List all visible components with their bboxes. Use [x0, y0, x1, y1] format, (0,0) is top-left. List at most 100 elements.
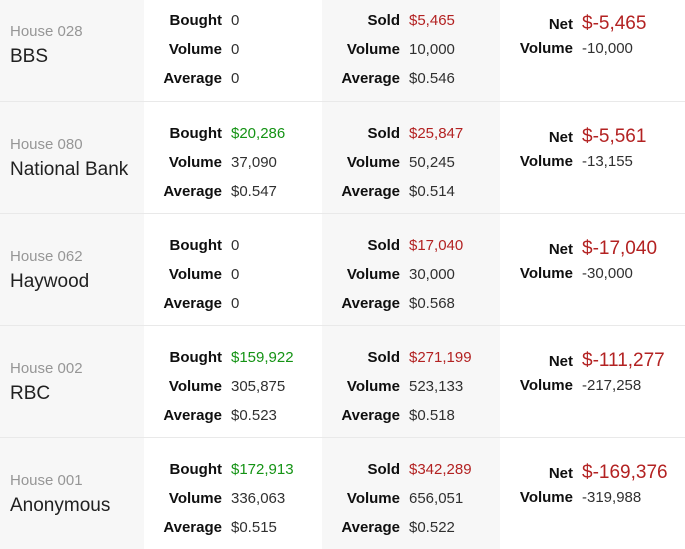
house-cell: House 028 BBS: [0, 0, 144, 101]
house-id: House 028: [10, 23, 83, 40]
sold-volume: 30,000: [409, 266, 455, 283]
sold-volume: 10,000: [409, 41, 455, 58]
sold-amount: $5,465: [409, 12, 455, 29]
bought-label: Bought: [169, 12, 222, 29]
bought-cell: Bought 0 Volume 0 Average 0: [144, 214, 322, 325]
bought-amount: $159,922: [231, 349, 294, 366]
net-volume: -10,000: [582, 40, 633, 57]
table-row: House 080 National Bank Bought $20,286 Vo…: [0, 101, 685, 213]
house-cell: House 080 National Bank: [0, 102, 144, 213]
bought-label: Bought: [169, 349, 222, 366]
average-label: Average: [163, 407, 222, 424]
sold-average: $0.514: [409, 183, 455, 200]
bought-amount: 0: [231, 12, 240, 29]
sold-volume: 50,245: [409, 154, 455, 171]
volume-label: Volume: [168, 266, 222, 283]
bought-average: 0: [231, 70, 240, 87]
net-amount: $-169,376: [582, 462, 668, 483]
bought-amount: $20,286: [231, 125, 286, 142]
house-id: House 002: [10, 360, 83, 377]
net-amount: $-5,561: [582, 126, 647, 147]
average-label: Average: [163, 183, 222, 200]
volume-label: Volume: [346, 490, 400, 507]
sold-average: $0.568: [409, 295, 455, 312]
sold-amount: $271,199: [409, 349, 472, 366]
volume-label: Volume: [519, 489, 573, 506]
sold-amount: $25,847: [409, 125, 464, 142]
net-label: Net: [548, 16, 573, 33]
net-amount: $-17,040: [582, 238, 658, 259]
bought-cell: Bought 0 Volume 0 Average 0: [144, 0, 322, 101]
house-name: Anonymous: [10, 495, 111, 516]
volume-label: Volume: [168, 378, 222, 395]
house-cell: House 002 RBC: [0, 326, 144, 437]
bought-cell: Bought $20,286 Volume 37,090 Average $0.547: [144, 102, 322, 213]
net-volume: -217,258: [582, 377, 642, 394]
house-name: National Bank: [10, 159, 129, 180]
sold-cell: Sold $25,847 Volume 50,245 Average $0.514: [322, 102, 500, 213]
house-id: House 001: [10, 472, 83, 489]
sold-label: Sold: [367, 12, 401, 29]
net-cell: Net $-111,277 Volume -217,258: [500, 326, 685, 437]
average-label: Average: [341, 70, 400, 87]
sold-cell: Sold $342,289 Volume 656,051 Average $0.522: [322, 438, 500, 549]
table-row: House 062 Haywood Bought 0 Volume 0 Averag…: [0, 213, 685, 325]
sold-average: $0.518: [409, 407, 455, 424]
average-label: Average: [163, 295, 222, 312]
volume-label: Volume: [519, 40, 573, 57]
bought-volume: 37,090: [231, 154, 277, 171]
bought-volume: 305,875: [231, 378, 286, 395]
house-id: House 080: [10, 136, 83, 153]
house-name: Haywood: [10, 271, 90, 292]
table-row: House 001 Anonymous Bought $172,913 Volum…: [0, 437, 685, 549]
average-label: Average: [163, 70, 222, 87]
table-row: House 028 BBS Bought 0 Volume 0 Average 0 S…: [0, 0, 685, 101]
average-label: Average: [341, 295, 400, 312]
house-name: BBS: [10, 46, 49, 67]
net-cell: Net $-5,465 Volume -10,000: [500, 0, 685, 101]
sold-volume: 656,051: [409, 490, 464, 507]
volume-label: Volume: [346, 154, 400, 171]
net-volume: -319,988: [582, 489, 642, 506]
table-row: House 002 RBC Bought $159,922 Volume 305,8…: [0, 325, 685, 437]
bought-volume: 336,063: [231, 490, 286, 507]
sold-label: Sold: [367, 125, 401, 142]
sold-amount: $342,289: [409, 461, 472, 478]
volume-label: Volume: [168, 154, 222, 171]
bought-label: Bought: [169, 461, 222, 478]
sold-label: Sold: [367, 237, 401, 254]
bought-average: $0.547: [231, 183, 277, 200]
volume-label: Volume: [519, 153, 573, 170]
average-label: Average: [341, 519, 400, 536]
net-cell: Net $-169,376 Volume -319,988: [500, 438, 685, 549]
sold-cell: Sold $17,040 Volume 30,000 Average $0.568: [322, 214, 500, 325]
volume-label: Volume: [346, 41, 400, 58]
net-volume: -30,000: [582, 265, 633, 282]
bought-label: Bought: [169, 237, 222, 254]
bought-average: $0.515: [231, 519, 277, 536]
net-amount: $-5,465: [582, 13, 647, 34]
average-label: Average: [341, 183, 400, 200]
sold-cell: Sold $5,465 Volume 10,000 Average $0.546: [322, 0, 500, 101]
sold-cell: Sold $271,199 Volume 523,133 Average $0.518: [322, 326, 500, 437]
bought-cell: Bought $159,922 Volume 305,875 Average $0.5…: [144, 326, 322, 437]
house-id: House 062: [10, 248, 83, 265]
net-cell: Net $-17,040 Volume -30,000: [500, 214, 685, 325]
bought-volume: 0: [231, 266, 240, 283]
house-cell: House 001 Anonymous: [0, 438, 144, 549]
volume-label: Volume: [168, 490, 222, 507]
sold-volume: 523,133: [409, 378, 464, 395]
sold-amount: $17,040: [409, 237, 464, 254]
bought-volume: 0: [231, 41, 240, 58]
average-label: Average: [163, 519, 222, 536]
sold-label: Sold: [367, 349, 401, 366]
volume-label: Volume: [346, 378, 400, 395]
net-label: Net: [548, 241, 573, 258]
net-label: Net: [548, 129, 573, 146]
volume-label: Volume: [346, 266, 400, 283]
bought-amount: $172,913: [231, 461, 294, 478]
sold-label: Sold: [367, 461, 401, 478]
net-label: Net: [548, 465, 573, 482]
bought-amount: 0: [231, 237, 240, 254]
